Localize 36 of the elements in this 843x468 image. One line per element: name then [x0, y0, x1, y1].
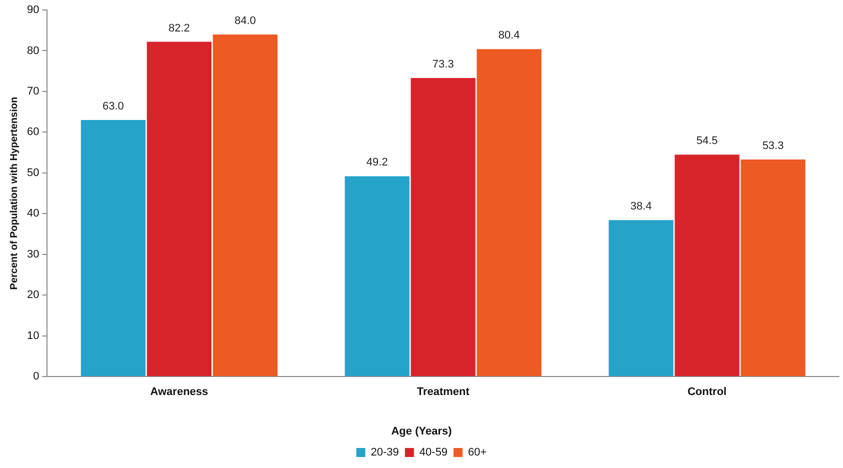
- x-tick-label: Treatment: [416, 386, 470, 398]
- data-label: 73.3: [432, 58, 454, 71]
- y-tick-label: 90: [26, 4, 40, 16]
- bar: [344, 176, 410, 376]
- x-tick-label: Control: [687, 386, 727, 398]
- data-label: 63.0: [102, 100, 124, 113]
- y-tick-label: 20: [26, 289, 40, 302]
- y-tick-label: 70: [26, 86, 40, 98]
- legend-label: 40-59: [419, 446, 448, 459]
- data-label: 54.5: [696, 135, 718, 148]
- x-tick-label: Awareness: [150, 386, 208, 398]
- bar: [410, 78, 476, 376]
- data-label: 49.2: [366, 156, 388, 169]
- bar: [674, 154, 740, 376]
- y-tick-label: 10: [26, 330, 40, 342]
- bar: [476, 49, 542, 376]
- y-tick-label: 0: [33, 370, 40, 383]
- data-label: 38.4: [630, 200, 652, 213]
- y-tick-label: 60: [26, 126, 40, 138]
- legend-label: 20-39: [370, 446, 399, 459]
- data-label: 82.2: [168, 22, 190, 34]
- y-tick-label: 80: [26, 44, 40, 57]
- y-tick-label: 30: [26, 248, 40, 260]
- bar: [80, 120, 146, 376]
- x-axis-title: Age (Years): [391, 425, 452, 438]
- bar: [740, 159, 806, 376]
- bar: [212, 34, 278, 376]
- data-label: 53.3: [762, 140, 784, 152]
- y-tick-label: 50: [26, 166, 40, 179]
- y-tick-label: 40: [26, 208, 40, 220]
- bar: [608, 220, 674, 376]
- data-label: 84.0: [234, 14, 256, 27]
- y-axis-title: Percent of Population with Hypertension: [8, 96, 20, 290]
- bar: [146, 42, 212, 376]
- legend-label: 60+: [468, 446, 487, 459]
- data-label: 80.4: [498, 30, 520, 42]
